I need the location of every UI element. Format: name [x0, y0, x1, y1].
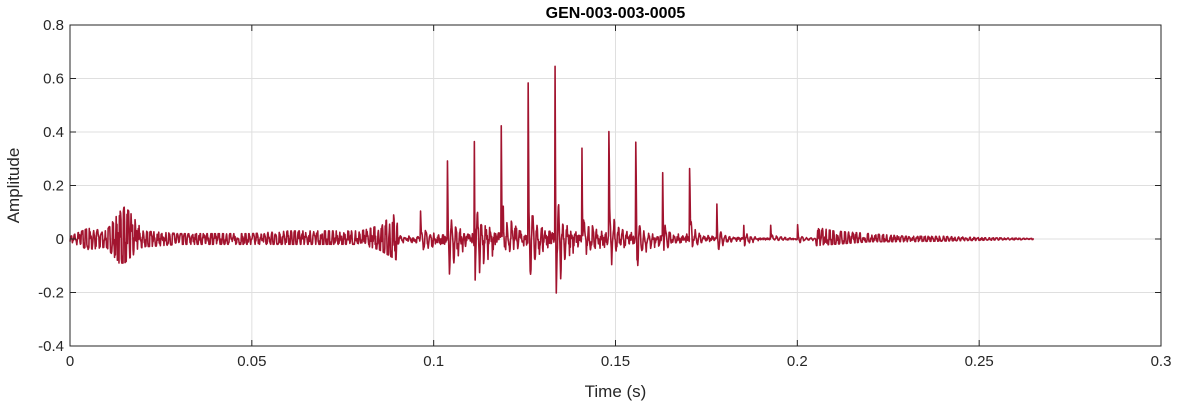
- x-tick-label: 0: [66, 353, 74, 370]
- x-tick-label: 0.25: [965, 353, 994, 370]
- y-tick-label: 0.8: [43, 17, 64, 34]
- y-tick-label: 0.4: [43, 124, 64, 141]
- y-tick-label: -0.4: [38, 338, 64, 355]
- x-tick-label: 0.05: [237, 353, 266, 370]
- chart-title: GEN-003-003-0005: [546, 5, 686, 22]
- y-tick-label: 0.2: [43, 178, 64, 195]
- x-tick-label: 0.2: [787, 353, 808, 370]
- axis-ticks: 0 0.05 0.1 0.15 0.2 0.25 0.3 -0.4 -0.2 0 0.2 0.4 0.6…: [38, 17, 1171, 370]
- x-axis-label: Time (s): [585, 382, 647, 401]
- y-tick-label: 0.6: [43, 71, 64, 88]
- y-tick-label: -0.2: [38, 285, 64, 302]
- y-tick-label: 0: [56, 231, 64, 248]
- grid: [69, 24, 1162, 347]
- x-tick-label: 0.15: [601, 353, 630, 370]
- x-tick-label: 0.1: [423, 353, 444, 370]
- y-axis-label: Amplitude: [4, 148, 23, 224]
- x-tick-label: 0.3: [1151, 353, 1172, 370]
- series-group: [69, 65, 1035, 294]
- amplitude-series-line: [69, 65, 1035, 294]
